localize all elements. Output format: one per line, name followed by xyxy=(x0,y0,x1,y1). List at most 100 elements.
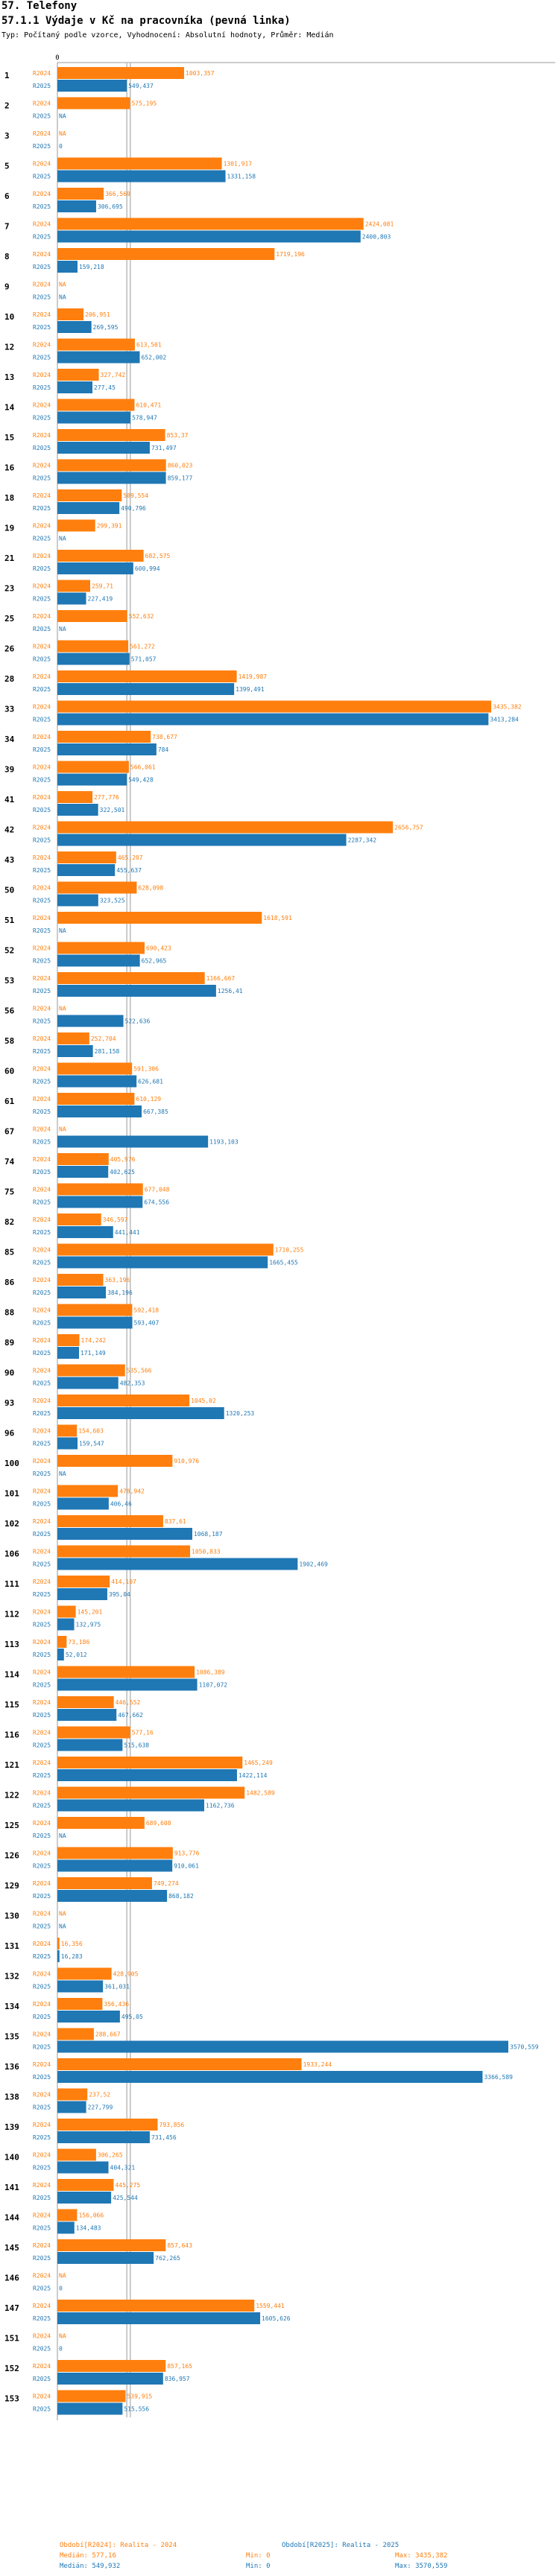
category-label: 130 xyxy=(4,1912,19,1921)
series-label: R2025 xyxy=(33,717,51,723)
bar-r2025 xyxy=(57,1859,173,1872)
category-label: 116 xyxy=(4,1730,19,1740)
bar-r2025 xyxy=(57,1347,79,1359)
value-label: 1902,469 xyxy=(299,1561,328,1568)
value-label: 600,994 xyxy=(135,565,160,572)
bar-r2025 xyxy=(57,2221,75,2234)
bar-r2024 xyxy=(57,1214,101,1225)
series-label: R2024 xyxy=(33,1337,51,1344)
series-label: R2025 xyxy=(33,445,51,451)
bar-r2024 xyxy=(57,640,129,653)
series-label: R2025 xyxy=(33,2225,51,2232)
category-label: 141 xyxy=(4,2183,19,2192)
bar-r2025 xyxy=(57,1287,107,1298)
value-label: 677,048 xyxy=(145,1187,170,1193)
value-label: 428,905 xyxy=(113,1971,139,1978)
value-label: 577,16 xyxy=(132,1730,154,1736)
series-label: R2024 xyxy=(33,945,51,952)
value-label: 910,061 xyxy=(174,1863,199,1870)
series-label: R2024 xyxy=(33,221,51,228)
value-label: 509,554 xyxy=(123,492,148,499)
series-label: R2025 xyxy=(33,264,51,270)
series-label: R2025 xyxy=(33,1018,51,1025)
series-label: R2025 xyxy=(33,1471,51,1477)
series-label: R2025 xyxy=(33,2315,51,2322)
value-label: 206,951 xyxy=(85,311,110,318)
value-label: 566,061 xyxy=(130,764,156,771)
value-label: 1419,987 xyxy=(239,673,268,680)
series-label: R2025 xyxy=(33,2044,51,2051)
series-label: R2025 xyxy=(33,1742,51,1749)
value-label: 455,637 xyxy=(116,867,142,874)
value-label: 552,632 xyxy=(129,613,154,620)
bar-r2024 xyxy=(57,1726,130,1739)
series-label: R2024 xyxy=(33,704,51,711)
value-label: 52,012 xyxy=(66,1652,87,1658)
value-label: 1559,441 xyxy=(256,2303,285,2309)
value-label: 1003,357 xyxy=(186,70,215,77)
series-label: R2025 xyxy=(33,1410,51,1417)
bar-r2024 xyxy=(57,1515,163,1527)
series-label: R2025 xyxy=(33,1984,51,1990)
value-label: 237,52 xyxy=(89,2092,110,2098)
series-label: R2024 xyxy=(33,1398,51,1404)
category-label: 140 xyxy=(4,2153,19,2163)
series-label: R2024 xyxy=(33,2363,51,2370)
category-label: 51 xyxy=(4,916,15,925)
value-label: 592,418 xyxy=(133,1307,159,1314)
value-label: 690,423 xyxy=(146,945,171,952)
bar-r2024 xyxy=(57,308,84,320)
bar-r2024 xyxy=(57,1666,195,1678)
category-label: 61 xyxy=(4,1097,15,1106)
category-label: 131 xyxy=(4,1941,19,1951)
series-label: R2024 xyxy=(33,1488,51,1495)
category-label: 74 xyxy=(4,1157,15,1167)
series-label: R2024 xyxy=(33,2001,51,2008)
value-label: NA xyxy=(59,2273,66,2280)
value-label: 361,031 xyxy=(104,1984,130,1990)
category-label: 18 xyxy=(4,493,14,503)
bar-r2024 xyxy=(57,489,122,501)
category-label: 85 xyxy=(4,1248,14,1257)
series-label: R2024 xyxy=(33,1609,51,1616)
series-label: R2024 xyxy=(33,432,51,439)
category-label: 3 xyxy=(4,131,10,141)
bar-r2025 xyxy=(57,2101,86,2113)
legend-r2024-median: Medián: 577,16 xyxy=(60,2552,116,2560)
category-label: 126 xyxy=(4,1851,19,1861)
series-label: R2024 xyxy=(33,1699,51,1706)
bar-r2024 xyxy=(57,1576,110,1587)
bar-r2025 xyxy=(57,2373,163,2385)
value-label: 2424,081 xyxy=(365,221,394,228)
bar-r2025 xyxy=(57,1226,113,1238)
category-label: 86 xyxy=(4,1278,15,1287)
value-label: 571,057 xyxy=(131,656,157,663)
category-label: 33 xyxy=(4,705,14,714)
series-label: R2025 xyxy=(33,1682,51,1689)
value-label: 1719,196 xyxy=(276,251,305,258)
bar-r2025 xyxy=(57,1015,124,1027)
value-label: 478,942 xyxy=(119,1488,145,1495)
series-label: R2024 xyxy=(33,1035,51,1042)
value-label: 159,218 xyxy=(79,264,104,270)
series-label: R2024 xyxy=(33,2031,51,2038)
value-label: NA xyxy=(59,536,66,542)
bar-r2024 xyxy=(57,1786,245,1799)
value-label: 1301,917 xyxy=(224,161,253,168)
series-label: R2025 xyxy=(33,1441,51,1447)
value-label: 1107,072 xyxy=(199,1682,228,1689)
value-label: 405,976 xyxy=(110,1156,136,1163)
value-label: 366,569 xyxy=(105,191,130,197)
bar-r2025 xyxy=(57,2252,154,2264)
value-label: 1605,626 xyxy=(262,2315,291,2322)
series-label: R2025 xyxy=(33,2255,51,2262)
series-label: R2024 xyxy=(33,613,51,620)
bar-r2025 xyxy=(57,1890,168,1902)
bar-r2025 xyxy=(57,1739,123,1751)
series-label: R2024 xyxy=(33,2092,51,2098)
bar-r2025 xyxy=(57,1950,60,1962)
category-label: 13 xyxy=(4,372,14,382)
category-label: 136 xyxy=(4,2062,19,2072)
value-label: 322,501 xyxy=(100,807,125,813)
bar-r2025 xyxy=(57,1618,75,1631)
